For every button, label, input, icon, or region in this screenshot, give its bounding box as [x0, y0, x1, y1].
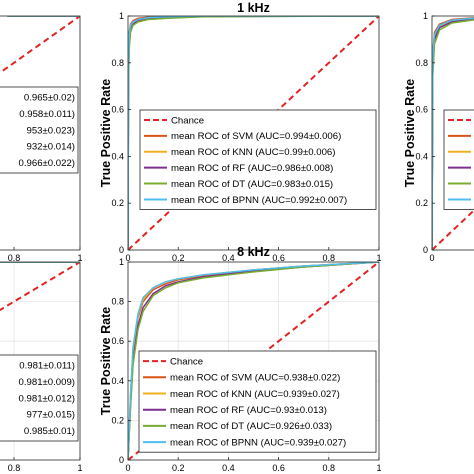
legend: Chance mean ROC of SVM (AUC=0.994±0.006) m… — [139, 109, 377, 210]
y-tick-label: 0.4 — [111, 376, 124, 386]
roc-line-4 — [432, 17, 474, 250]
x-tick-label: 0.8 — [323, 463, 336, 473]
legend-box — [0, 86, 79, 174]
axes-frame — [0, 15, 81, 251]
legend-entry: mean ROC of BPNN (AUC=0.992±0.007) — [171, 195, 347, 206]
legend-entry: mean ROC of SVM (AUC=0.938±0.022) — [170, 373, 340, 384]
panel-top-left: 0.81Rate0.965±0.02)0.958±0.011)953±0.023… — [0, 15, 83, 278]
legend-box — [443, 109, 474, 210]
panel-title: 8 kHz — [237, 245, 270, 259]
legend-entry: 0.985±0.01) — [24, 426, 75, 437]
panel-top-right: 00 0.2 0.4 0.6 0.8 1 True Positive Rate Cmmmmm — [403, 11, 474, 263]
x-tick-label: 0.8 — [8, 463, 21, 473]
legend-entry: 953±0.023) — [27, 125, 75, 136]
legend-entry: mean ROC of DT (AUC=0.926±0.033) — [170, 421, 332, 432]
x-tick-label: 1 — [77, 463, 82, 473]
legend-entry: mean ROC of KNN (AUC=0.939±0.027) — [170, 389, 340, 400]
y-tick-label: 0.4 — [415, 151, 428, 161]
x-tick-label: 1 — [77, 253, 82, 263]
legend-entry: 0.966±0.022) — [19, 158, 75, 169]
y-tick-label: 0 — [119, 455, 124, 465]
legend-entry: mean ROC of BPNN (AUC=0.939±0.027) — [170, 437, 346, 448]
y-tick-label: 0.6 — [111, 105, 124, 115]
x-tick-label: 0.6 — [272, 463, 285, 473]
x-tick-label: 1 — [376, 463, 381, 473]
y-tick-label: 0 — [119, 245, 124, 255]
y-tick-label: 0.6 — [415, 105, 428, 115]
y-axis-label: True Positive Rate — [403, 79, 417, 187]
y-tick-label: 0.8 — [111, 297, 124, 307]
axes-frame — [431, 15, 474, 251]
legend: 0.965±0.02) 0.958±0.011) 953±0.023) 932±0.0… — [0, 86, 79, 174]
y-tick-label: 1 — [423, 11, 428, 21]
y-tick-label: 0.6 — [111, 336, 124, 346]
y-tick-label: 0.2 — [111, 415, 124, 425]
x-tick-label: 0 — [125, 253, 130, 263]
x-tick-label: 0.2 — [172, 463, 185, 473]
y-tick-label: 1 — [119, 11, 124, 21]
roc-line-4 — [128, 262, 379, 460]
x-tick-label: 0 — [429, 253, 434, 263]
y-tick-label: 0.2 — [415, 198, 428, 208]
legend-entry: 0.981±0.011) — [19, 361, 75, 372]
x-tick-label: 0.2 — [172, 253, 185, 263]
legend-entry: Chance — [170, 356, 203, 367]
y-tick-label: 0.4 — [111, 151, 124, 161]
y-axis-label: True Positive Rate — [99, 79, 113, 187]
x-tick-label: 0.6 — [272, 253, 285, 263]
legend-entry: 932±0.014) — [27, 142, 75, 153]
panel-title: 1 kHz — [237, 1, 270, 15]
series-group — [0, 262, 80, 312]
legend-entry: Chance — [171, 115, 204, 126]
legend-box — [138, 350, 377, 453]
legend-entry: 977±0.015) — [27, 410, 75, 421]
axes-frame — [0, 261, 81, 461]
y-tick-label: 0.2 — [111, 198, 124, 208]
legend-entry: mean ROC of DT (AUC=0.983±0.015) — [171, 179, 333, 190]
legend-entry: 0.958±0.011) — [19, 109, 75, 120]
legend: 0.981±0.011) 0.981±0.009) 0.981±0.012) 977±… — [0, 354, 79, 442]
x-tick-label: 0.4 — [222, 253, 235, 263]
legend-entry: 0.965±0.02) — [24, 93, 75, 104]
y-tick-label: 1 — [119, 257, 124, 267]
legend-box — [139, 109, 377, 210]
legend: Cmmmmm — [443, 109, 474, 210]
axes-frame — [127, 15, 380, 251]
series-group — [128, 16, 379, 250]
y-axis-label: True Positive Rate — [99, 307, 113, 415]
y-tick-label: 0.8 — [415, 58, 428, 68]
y-tick-label: 0.8 — [111, 58, 124, 68]
y-tick-label: 0 — [423, 245, 428, 255]
roc-line-3 — [128, 262, 379, 460]
legend-entry: mean ROC of RF (AUC=0.93±0.013) — [170, 405, 327, 416]
x-tick-label: 0.4 — [222, 463, 235, 473]
x-tick-label: 0 — [125, 463, 130, 473]
axes-frame — [127, 261, 380, 461]
chance-line — [0, 262, 80, 312]
x-tick-label: 0.8 — [8, 253, 21, 263]
legend-entry: 0.981±0.012) — [19, 393, 75, 404]
panel-bottom-left: 0.81Rate0.981±0.011)0.981±0.009)0.981±0.… — [0, 261, 83, 473]
legend-entry: 0.981±0.009) — [19, 377, 75, 388]
legend: Chance mean ROC of SVM (AUC=0.938±0.022) m… — [138, 350, 377, 453]
x-tick-label: 1 — [376, 253, 381, 263]
x-tick-label: 0.8 — [323, 253, 336, 263]
legend-entry: mean ROC of RF (AUC=0.986±0.008) — [171, 163, 333, 174]
legend-entry: mean ROC of KNN (AUC=0.99±0.006) — [171, 147, 335, 158]
legend-entry: mean ROC of SVM (AUC=0.994±0.006) — [171, 131, 341, 142]
legend-box — [0, 354, 79, 442]
